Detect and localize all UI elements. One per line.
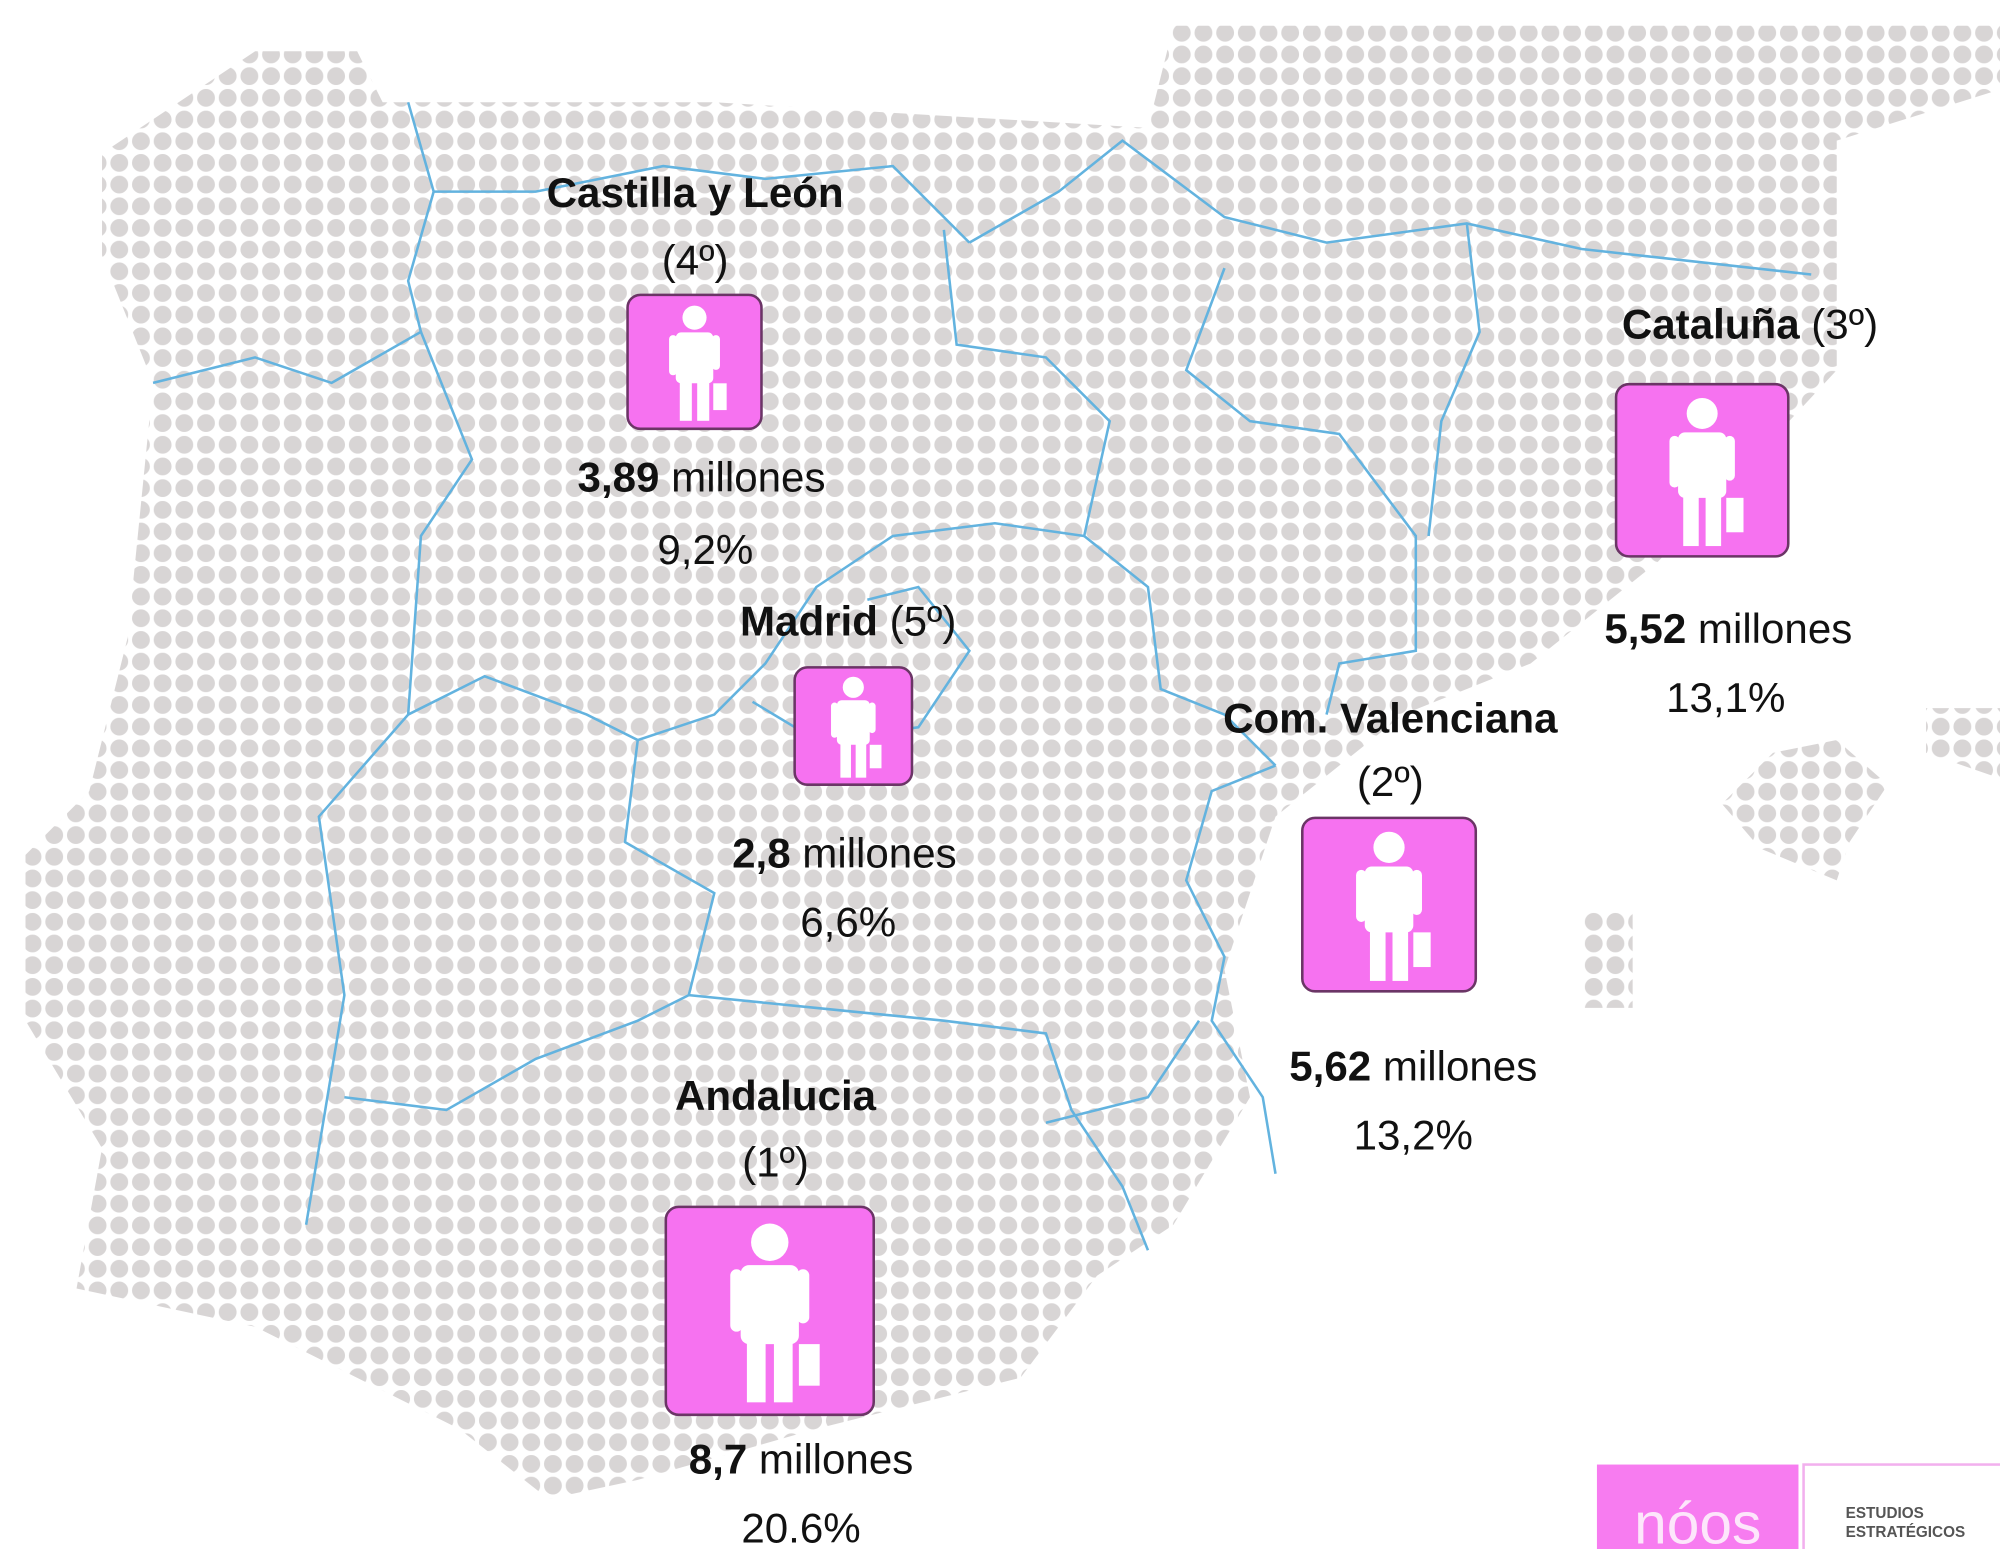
region-title: Castilla y León: [547, 169, 844, 216]
unit: millones: [1383, 1043, 1537, 1090]
region: Cataluña (3º) 5,52 millones 13,1%: [1604, 300, 1878, 721]
region-percent: 9,2%: [657, 526, 753, 573]
region-rank: (2º): [1357, 758, 1424, 805]
region-borders: [152, 101, 1812, 1251]
unit: millones: [671, 453, 825, 500]
logo-box: [1596, 1464, 1799, 1549]
region: Andalucia (1º) 8,7 millones 20.6%: [664, 1072, 914, 1549]
region: Castilla y León (4º) 3,89 millones 9,2%: [547, 169, 844, 573]
region-value: 8,7 millones: [689, 1435, 914, 1482]
region-percent: 20.6%: [741, 1504, 860, 1549]
region-title: Cataluña (3º): [1622, 300, 1878, 347]
logo-line: ESTRATÉGICOS: [1846, 1524, 1966, 1541]
region-rank: (5º): [890, 597, 957, 644]
land: [25, 25, 2000, 1499]
region-name: Com. Valenciana: [1223, 694, 1558, 741]
region-name: Cataluña: [1622, 300, 1800, 347]
region-percent: 13,2%: [1354, 1112, 1473, 1159]
region-title: Madrid (5º): [740, 597, 956, 644]
region-value: 3,89 millones: [578, 453, 826, 500]
region-percent: 6,6%: [800, 898, 896, 945]
region-title: Com. Valenciana: [1223, 694, 1558, 741]
region-name: Madrid: [740, 597, 878, 644]
region-name: Castilla y León: [547, 169, 844, 216]
unit: millones: [802, 830, 956, 877]
region: Madrid (5º) 2,8 millones 6,6%: [732, 597, 957, 945]
unit: millones: [759, 1435, 913, 1482]
logo-mark: nóos: [1634, 1492, 1761, 1549]
region-value: 5,52 millones: [1604, 605, 1852, 652]
regions: Castilla y León (4º) 3,89 millones 9,2% Madr…: [547, 169, 1878, 1549]
logo: nóos ESTUDIOS ESTRATÉGICOS: [1596, 1463, 2000, 1549]
amount: 8,7: [689, 1435, 748, 1482]
region: Com. Valenciana (2º) 5,62 millones 13,2%: [1223, 694, 1558, 1158]
region-rank: (3º): [1811, 300, 1878, 347]
region-percent: 13,1%: [1666, 674, 1785, 721]
unit: millones: [1698, 605, 1852, 652]
region-rank: (1º): [742, 1138, 809, 1185]
amount: 2,8: [732, 830, 791, 877]
region-rank: (4º): [662, 236, 729, 283]
logo-line: ESTUDIOS: [1846, 1505, 1924, 1522]
region-name: Andalucia: [675, 1072, 877, 1119]
region-value: 2,8 millones: [732, 830, 957, 877]
amount: 5,62: [1289, 1043, 1371, 1090]
region-title: Andalucia: [675, 1072, 877, 1119]
logo-side: [1802, 1463, 2000, 1549]
amount: 5,52: [1604, 605, 1686, 652]
region-value: 5,62 millones: [1289, 1043, 1537, 1090]
amount: 3,89: [578, 453, 660, 500]
